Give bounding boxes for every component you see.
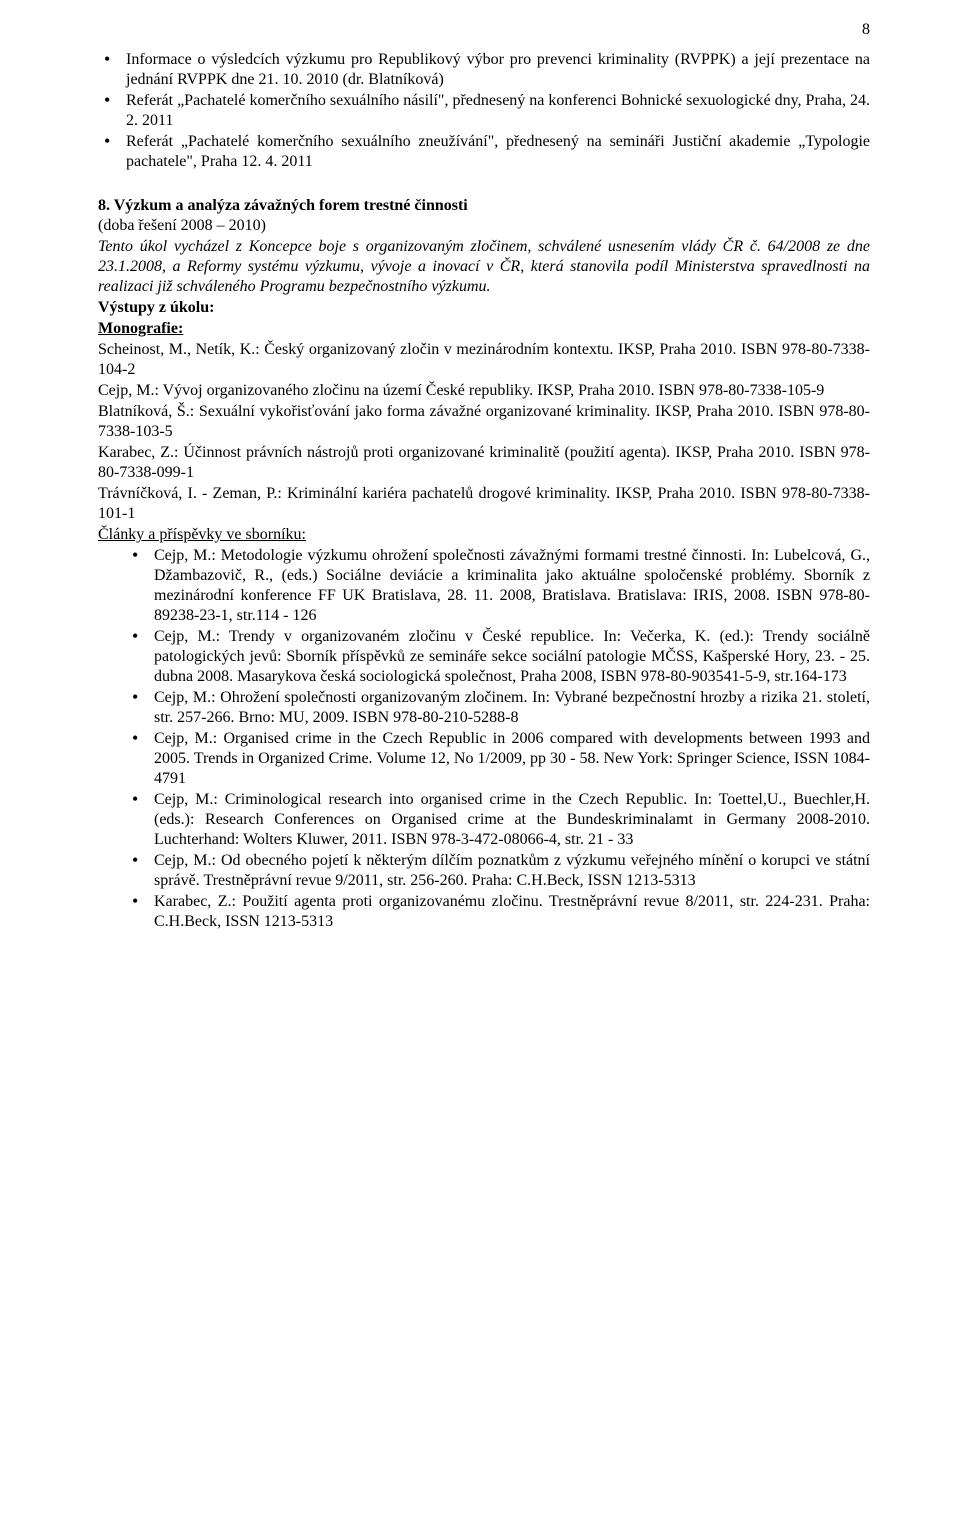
section-description: Tento úkol vycházel z Koncepce boje s or… xyxy=(98,237,870,297)
list-item: Referát „Pachatelé komerčního sexuálního… xyxy=(98,91,870,131)
list-item: Cejp, M.: Metodologie výzkumu ohrožení s… xyxy=(98,546,870,626)
section-duration: (doba řešení 2008 – 2010) xyxy=(98,216,870,236)
outputs-heading: Výstupy z úkolu: xyxy=(98,298,870,318)
section-title: 8. Výzkum a analýza závažných forem tres… xyxy=(98,196,870,216)
list-item: Referát „Pachatelé komerčního sexuálního… xyxy=(98,132,870,172)
list-item: Cejp, M.: Criminological research into o… xyxy=(98,790,870,850)
list-item: Karabec, Z.: Použití agenta proti organi… xyxy=(98,892,870,932)
biblio-entry: Blatníková, Š.: Sexuální vykořisťování j… xyxy=(98,402,870,442)
list-item: Cejp, M.: Od obecného pojetí k některým … xyxy=(98,851,870,891)
list-item: Cejp, M.: Ohrožení společnosti organizov… xyxy=(98,688,870,728)
top-bullet-list: Informace o výsledcích výzkumu pro Repub… xyxy=(98,50,870,172)
articles-list: Cejp, M.: Metodologie výzkumu ohrožení s… xyxy=(98,546,870,932)
list-item: Cejp, M.: Organised crime in the Czech R… xyxy=(98,729,870,789)
page-number: 8 xyxy=(98,20,870,40)
biblio-entry: Karabec, Z.: Účinnost právních nástrojů … xyxy=(98,443,870,483)
articles-heading: Články a příspěvky ve sborníku: xyxy=(98,525,870,545)
list-item: Cejp, M.: Trendy v organizovaném zločinu… xyxy=(98,627,870,687)
monographs-heading: Monografie: xyxy=(98,319,870,339)
list-item: Informace o výsledcích výzkumu pro Repub… xyxy=(98,50,870,90)
biblio-entry: Scheinost, M., Netík, K.: Český organizo… xyxy=(98,340,870,380)
biblio-entry: Trávníčková, I. - Zeman, P.: Kriminální … xyxy=(98,484,870,524)
biblio-entry: Cejp, M.: Vývoj organizovaného zločinu n… xyxy=(98,381,870,401)
desc-part-1: Tento úkol vycházel z Koncepce boje s or… xyxy=(98,238,608,255)
